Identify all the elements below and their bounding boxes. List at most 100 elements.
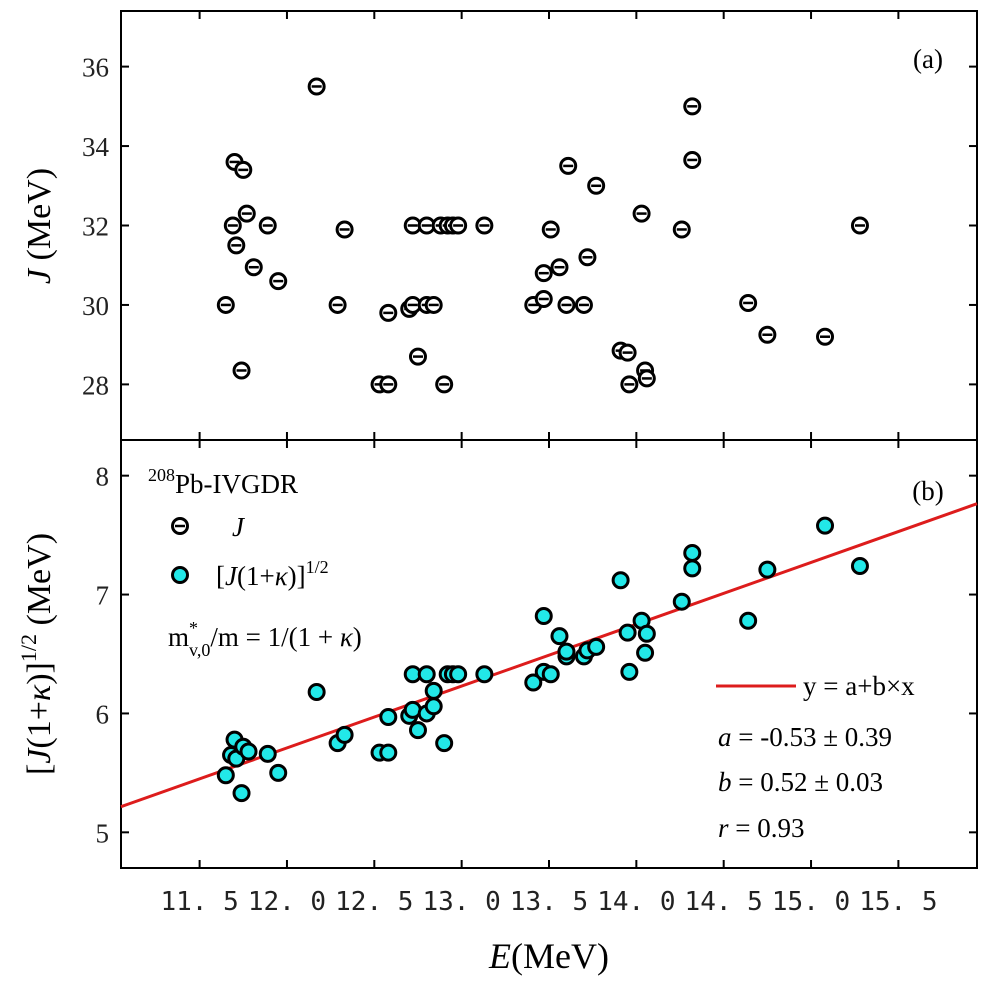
panel-a-point — [227, 236, 246, 255]
panel-b-point — [307, 683, 326, 702]
legend-J-label: J — [232, 512, 246, 542]
panel-a-point — [534, 264, 553, 283]
panel-b-y-tick-label: 7 — [96, 581, 110, 611]
panel-b-point — [637, 624, 656, 643]
x-tick-label: 12. 5 — [335, 887, 413, 917]
panel-b-point — [239, 742, 258, 761]
panel-b-y-tick-label: 5 — [96, 818, 110, 848]
panel-b-point — [232, 784, 251, 803]
panel-b-point — [618, 623, 637, 642]
panel-b-point — [672, 592, 691, 611]
panel-b-point — [611, 571, 630, 590]
panel-b-point — [636, 643, 655, 662]
panel-b-point — [269, 763, 288, 782]
panel-a-label: (a) — [913, 44, 943, 74]
panel-a-y-axis-var: J — [21, 267, 58, 284]
panel-a-point — [683, 97, 702, 116]
panel-a-point — [449, 216, 468, 235]
panel-b-axis-ticks: 5 6 7 8 — [96, 462, 977, 848]
panel-a-point — [632, 204, 651, 223]
panel-a-axis-ticks: 28 30 32 34 36 — [82, 53, 977, 400]
panel-b-point — [216, 766, 235, 785]
panel-a-point — [379, 375, 398, 394]
legend-sqrt-marker — [171, 566, 189, 584]
x-axis-ticks: 11. 5 12. 0 12. 5 13. 0 13. 5 14. 0 14. 5 15. 0… — [160, 11, 938, 917]
panel-b-point — [408, 721, 427, 740]
panel-b-point — [850, 557, 869, 576]
panel-a-point — [223, 216, 242, 235]
panel-a-point — [618, 343, 637, 362]
panel-b-point — [739, 611, 758, 630]
panel-b-point — [557, 642, 576, 661]
panel-a-point — [237, 204, 256, 223]
x-tick-label: 12. 0 — [248, 887, 326, 917]
nucleus-name: Pb-IVGDR — [175, 469, 298, 499]
x-axis-label: E(MeV) — [488, 936, 609, 976]
nucleus-mass-number: 208 — [148, 465, 175, 485]
panel-b-point — [587, 637, 606, 656]
panel-a-point — [307, 77, 326, 96]
panel-b-point — [379, 743, 398, 762]
panel-a-point — [620, 375, 639, 394]
panel-b-point — [449, 665, 468, 684]
panel-a-point — [424, 295, 443, 314]
panel-a-point — [550, 258, 569, 277]
panel-a-point — [672, 220, 691, 239]
fit-legend-label: y = a+b×x — [803, 671, 915, 701]
panel-a-point — [758, 325, 777, 344]
panel-a-point — [269, 272, 288, 291]
panel-a-point — [244, 258, 263, 277]
x-tick-label: 15. 0 — [772, 887, 850, 917]
x-tick-label: 14. 5 — [685, 887, 763, 917]
panel-b-point — [816, 516, 835, 535]
panel-a-points — [216, 77, 869, 394]
panel-b-point — [424, 697, 443, 716]
panel-a-point — [335, 220, 354, 239]
panel-a-y-tick-label: 30 — [82, 291, 109, 321]
x-tick-label: 14. 0 — [597, 887, 675, 917]
x-tick-label: 15. 5 — [859, 887, 937, 917]
panel-a-y-axis-label: J (MeV) — [21, 168, 58, 284]
nucleus-label: 208Pb-IVGDR — [148, 465, 298, 499]
panel-b-point — [424, 681, 443, 700]
panel-b-point — [475, 665, 494, 684]
legend-sqrt-label: [J(1+κ)]1/2 — [216, 557, 329, 591]
panel-a-point — [435, 375, 454, 394]
panel-b-point — [683, 559, 702, 578]
panel-a-point — [408, 347, 427, 366]
panel-b-points — [216, 516, 869, 803]
panel-b-point — [524, 673, 543, 692]
fit-param-b: b = 0.52 ± 0.03 — [718, 767, 883, 797]
panel-a-point — [328, 295, 347, 314]
panel-a-point — [216, 295, 235, 314]
panel-a-point — [258, 216, 277, 235]
panel-a-point — [574, 295, 593, 314]
panel-a-point — [232, 361, 251, 380]
panel-b-point — [534, 606, 553, 625]
panel-b-y-tick-label: 8 — [96, 462, 110, 492]
panel-a-point — [379, 303, 398, 322]
legend-J-marker — [171, 517, 189, 535]
panel-a-point — [234, 160, 253, 179]
panel-a-point — [683, 150, 702, 169]
panel-a-point — [587, 176, 606, 195]
panel-b-point — [620, 662, 639, 681]
panel-b-point — [417, 665, 436, 684]
panel-a-point — [534, 289, 553, 308]
panel-b-point — [550, 627, 569, 646]
x-tick-label: 13. 0 — [423, 887, 501, 917]
panel-b-point — [258, 744, 277, 763]
fit-param-r: r = 0.93 — [718, 813, 805, 843]
panel-b-y-tick-label: 6 — [96, 699, 110, 729]
x-tick-label: 11. 5 — [160, 887, 238, 917]
panel-b-point — [541, 665, 560, 684]
panel-b-point — [335, 725, 354, 744]
x-tick-label: 13. 5 — [510, 887, 588, 917]
panel-a-point — [850, 216, 869, 235]
panel-b-label: (b) — [912, 476, 943, 506]
panel-a-point — [578, 248, 597, 267]
fit-line — [120, 502, 978, 809]
panel-a-y-tick-label: 34 — [82, 132, 110, 162]
panel-a-y-tick-label: 28 — [82, 370, 109, 400]
